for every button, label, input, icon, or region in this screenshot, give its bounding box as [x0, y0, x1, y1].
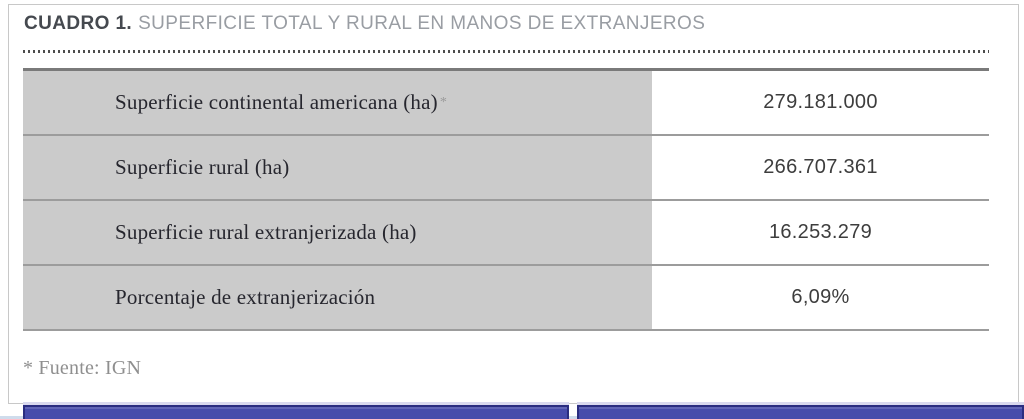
figure-title-text: SUPERFICIE TOTAL Y RURAL EN MANOS DE EXT…: [138, 13, 706, 34]
bottom-bar-left: [23, 405, 569, 419]
row-label-cell: Porcentaje de extranjerización: [23, 266, 652, 329]
summary-table: Superficie continental americana (ha) * 27…: [23, 68, 989, 331]
dotted-divider: [23, 50, 989, 53]
row-label: Superficie continental americana (ha): [115, 90, 438, 114]
row-value: 266.707.361: [652, 136, 989, 199]
row-value: 279.181.000: [652, 71, 989, 134]
row-label: Porcentaje de extranjerización: [115, 285, 376, 309]
row-value: 6,09%: [652, 266, 989, 329]
row-label: Superficie rural (ha): [115, 155, 290, 179]
row-label-cell: Superficie rural extranjerizada (ha): [23, 201, 652, 264]
row-label-cell: Superficie rural (ha): [23, 136, 652, 199]
row-value: 16.253.279: [652, 201, 989, 264]
table-row: Superficie continental americana (ha) * 27…: [23, 71, 989, 136]
bottom-bar-right: [577, 405, 1024, 419]
table-row: Superficie rural extranjerizada (ha) 16.2…: [23, 201, 989, 266]
figure-number: CUADRO 1.: [24, 13, 133, 34]
table-row: Superficie rural (ha) 266.707.361: [23, 136, 989, 201]
figure-title: CUADRO 1. SUPERFICIE TOTAL Y RURAL EN MAN…: [24, 13, 989, 35]
row-label-cell: Superficie continental americana (ha) *: [23, 71, 652, 134]
row-label: Superficie rural extranjerizada (ha): [115, 220, 417, 244]
table-card: CUADRO 1. SUPERFICIE TOTAL Y RURAL EN MAN…: [8, 4, 1019, 404]
footnote: * Fuente: IGN: [23, 357, 142, 379]
table-row: Porcentaje de extranjerización 6,09%: [23, 266, 989, 331]
